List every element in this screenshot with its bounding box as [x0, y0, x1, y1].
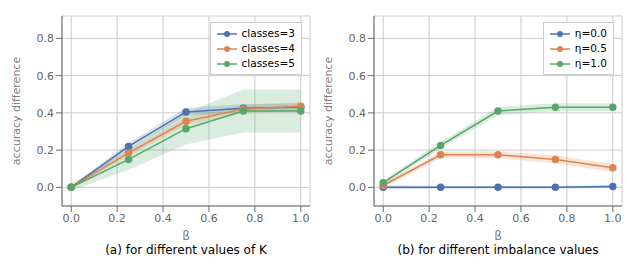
svg-text:β: β	[494, 229, 502, 240]
svg-text:0.6: 0.6	[37, 70, 55, 83]
svg-text:0.4: 0.4	[37, 107, 55, 120]
svg-text:0.2: 0.2	[420, 212, 438, 225]
svg-text:0.2: 0.2	[108, 212, 126, 225]
html-text:classes=3: classes=3	[241, 27, 295, 39]
svg-text:0.2: 0.2	[349, 144, 367, 157]
html-text:(a) for different values of K: (a) for different values of K	[105, 243, 267, 257]
html-text:classes=4: classes=4	[241, 42, 295, 54]
svg-text:0.0: 0.0	[374, 212, 392, 225]
svg-text:0.4: 0.4	[466, 212, 484, 225]
svg-text:β: β	[182, 229, 190, 240]
html-text:(b) for different imbalance va: (b) for different imbalance values	[397, 243, 599, 257]
html-text:η=0.5: η=0.5	[574, 42, 607, 54]
svg-text:0.8: 0.8	[349, 32, 367, 45]
html-text:η=0.0: η=0.0	[574, 27, 607, 39]
svg-text:0.8: 0.8	[37, 32, 55, 45]
svg-text:0.0: 0.0	[349, 181, 367, 194]
svg-text:0.8: 0.8	[246, 212, 264, 225]
svg-text:1.0: 1.0	[604, 212, 622, 225]
svg-text:0.0: 0.0	[37, 181, 55, 194]
svg-text:0.4: 0.4	[154, 212, 172, 225]
svg-text:0.4: 0.4	[349, 107, 367, 120]
svg-text:0.6: 0.6	[512, 212, 530, 225]
html-text:η=1.0: η=1.0	[574, 57, 607, 69]
svg-text:0.2: 0.2	[37, 144, 55, 157]
svg-text:accuracy difference: accuracy difference	[10, 57, 23, 166]
svg-text:0.8: 0.8	[558, 212, 576, 225]
svg-text:0.0: 0.0	[62, 212, 80, 225]
svg-text:1.0: 1.0	[292, 212, 310, 225]
html-text:classes=5: classes=5	[241, 57, 295, 69]
svg-text:0.6: 0.6	[200, 212, 218, 225]
svg-text:accuracy difference: accuracy difference	[322, 57, 335, 166]
svg-text:0.6: 0.6	[349, 70, 367, 83]
